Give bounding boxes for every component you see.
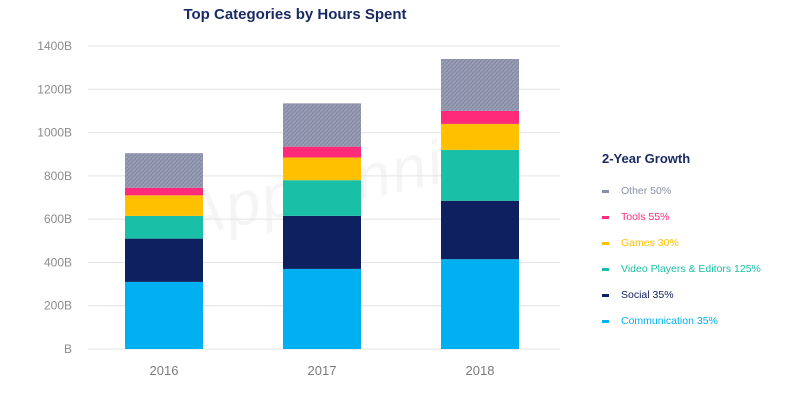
legend-swatch [602,267,609,271]
bar-segment-tools-2018 [441,110,519,124]
x-tick-label: 2018 [466,363,495,378]
bar-segment-games-2017 [283,157,361,181]
bar-segment-other-2017 [283,103,361,147]
legend: 2-Year Growth Other 50% Tools 55% Games 30… [602,151,797,334]
legend-item: Communication 35% [602,308,797,334]
bar-segment-tools-2016 [125,187,203,196]
legend-item: Games 30% [602,230,797,256]
x-tick-label: 2017 [308,363,337,378]
bars [125,58,519,349]
y-tick-label: 200B [44,299,72,313]
legend-swatch [602,189,609,193]
legend-title: 2-Year Growth [602,151,691,166]
bar-segment-games-2016 [125,195,203,216]
chart-title: Top Categories by Hours Spent [183,6,407,23]
legend-label: Communication 35% [621,315,718,327]
bar-segment-games-2018 [441,123,519,150]
bar-stack-2016 [125,153,203,349]
legend-label: Social 35% [621,289,674,301]
bar-segment-other-2018 [441,58,519,111]
legend-item: Video Players & Editors 125% [602,256,797,282]
y-tick-label: 1400B [37,39,72,53]
bar-segment-communication-2018 [441,259,519,349]
bar-segment-social-2016 [125,238,203,282]
legend-swatch [602,215,609,219]
y-tick-label: B [64,342,72,356]
legend-item: Tools 55% [602,204,797,230]
bar-segment-video-players-editors-2018 [441,149,519,201]
legend-label: Video Players & Editors 125% [621,263,761,275]
legend-label: Games 30% [621,237,679,249]
legend-item: Other 50% [602,178,797,204]
y-tick-label: 400B [44,255,72,269]
y-tick-label: 600B [44,212,72,226]
y-tick-label: 800B [44,169,72,183]
bar-segment-communication-2016 [125,281,203,349]
bar-segment-tools-2017 [283,146,361,158]
bar-stack-2018 [441,58,519,349]
legend-label: Tools 55% [621,211,670,223]
x-tick-label: 2016 [150,363,179,378]
bar-stack-2017 [283,103,361,349]
bar-segment-other-2016 [125,153,203,188]
y-tick-label: 1000B [37,126,72,140]
bar-segment-video-players-editors-2016 [125,215,203,239]
legend-item: Social 35% [602,282,797,308]
bar-segment-communication-2017 [283,268,361,349]
y-tick-labels: B 200B 400B 600B 800B 1000B 1200B 1400B [37,39,72,356]
legend-label: Other 50% [621,185,672,197]
x-tick-labels: 2016 2017 2018 [150,363,495,378]
y-tick-label: 1200B [37,82,72,96]
legend-items: Other 50% Tools 55% Games 30% Video Players… [602,178,797,334]
bar-segment-video-players-editors-2017 [283,180,361,216]
legend-swatch [602,241,609,245]
legend-swatch [602,319,609,323]
legend-swatch [602,293,609,297]
bar-segment-social-2018 [441,200,519,260]
bar-segment-social-2017 [283,215,361,269]
